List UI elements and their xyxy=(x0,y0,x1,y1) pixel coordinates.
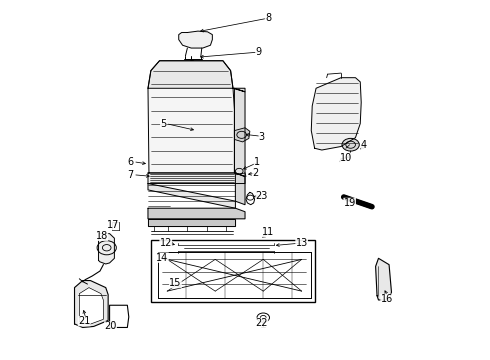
Circle shape xyxy=(267,243,281,253)
Polygon shape xyxy=(79,288,103,325)
Text: 23: 23 xyxy=(256,191,268,201)
Polygon shape xyxy=(311,78,361,150)
Text: 19: 19 xyxy=(343,198,356,208)
Text: 21: 21 xyxy=(78,316,90,326)
Polygon shape xyxy=(234,128,250,142)
Text: 7: 7 xyxy=(127,170,134,180)
Text: 18: 18 xyxy=(96,231,108,241)
Polygon shape xyxy=(234,88,245,176)
Text: 22: 22 xyxy=(256,318,268,328)
Polygon shape xyxy=(148,173,245,184)
Text: 13: 13 xyxy=(295,238,308,248)
Text: 12: 12 xyxy=(160,238,172,248)
Polygon shape xyxy=(148,61,234,173)
Polygon shape xyxy=(148,184,235,208)
Text: 14: 14 xyxy=(156,253,169,262)
Text: 1: 1 xyxy=(254,157,260,167)
Text: 20: 20 xyxy=(104,321,117,332)
Text: 4: 4 xyxy=(361,140,367,150)
Text: 5: 5 xyxy=(160,118,167,129)
Text: 3: 3 xyxy=(259,132,265,141)
Text: 6: 6 xyxy=(128,157,134,167)
Text: 8: 8 xyxy=(265,13,271,23)
Text: 9: 9 xyxy=(255,47,262,57)
Text: 11: 11 xyxy=(262,227,274,237)
Text: 17: 17 xyxy=(107,220,119,230)
Text: 16: 16 xyxy=(381,294,393,304)
Circle shape xyxy=(342,138,359,151)
Text: 15: 15 xyxy=(169,278,182,288)
Text: 10: 10 xyxy=(340,153,352,163)
Circle shape xyxy=(180,293,184,296)
Polygon shape xyxy=(98,234,114,264)
Text: 2: 2 xyxy=(252,168,259,178)
Polygon shape xyxy=(148,61,245,92)
Polygon shape xyxy=(74,280,108,328)
Polygon shape xyxy=(148,219,235,226)
Bar xyxy=(151,240,315,302)
Polygon shape xyxy=(148,208,245,219)
Polygon shape xyxy=(376,258,392,300)
Polygon shape xyxy=(179,31,212,48)
Polygon shape xyxy=(235,173,245,205)
Circle shape xyxy=(171,243,185,253)
